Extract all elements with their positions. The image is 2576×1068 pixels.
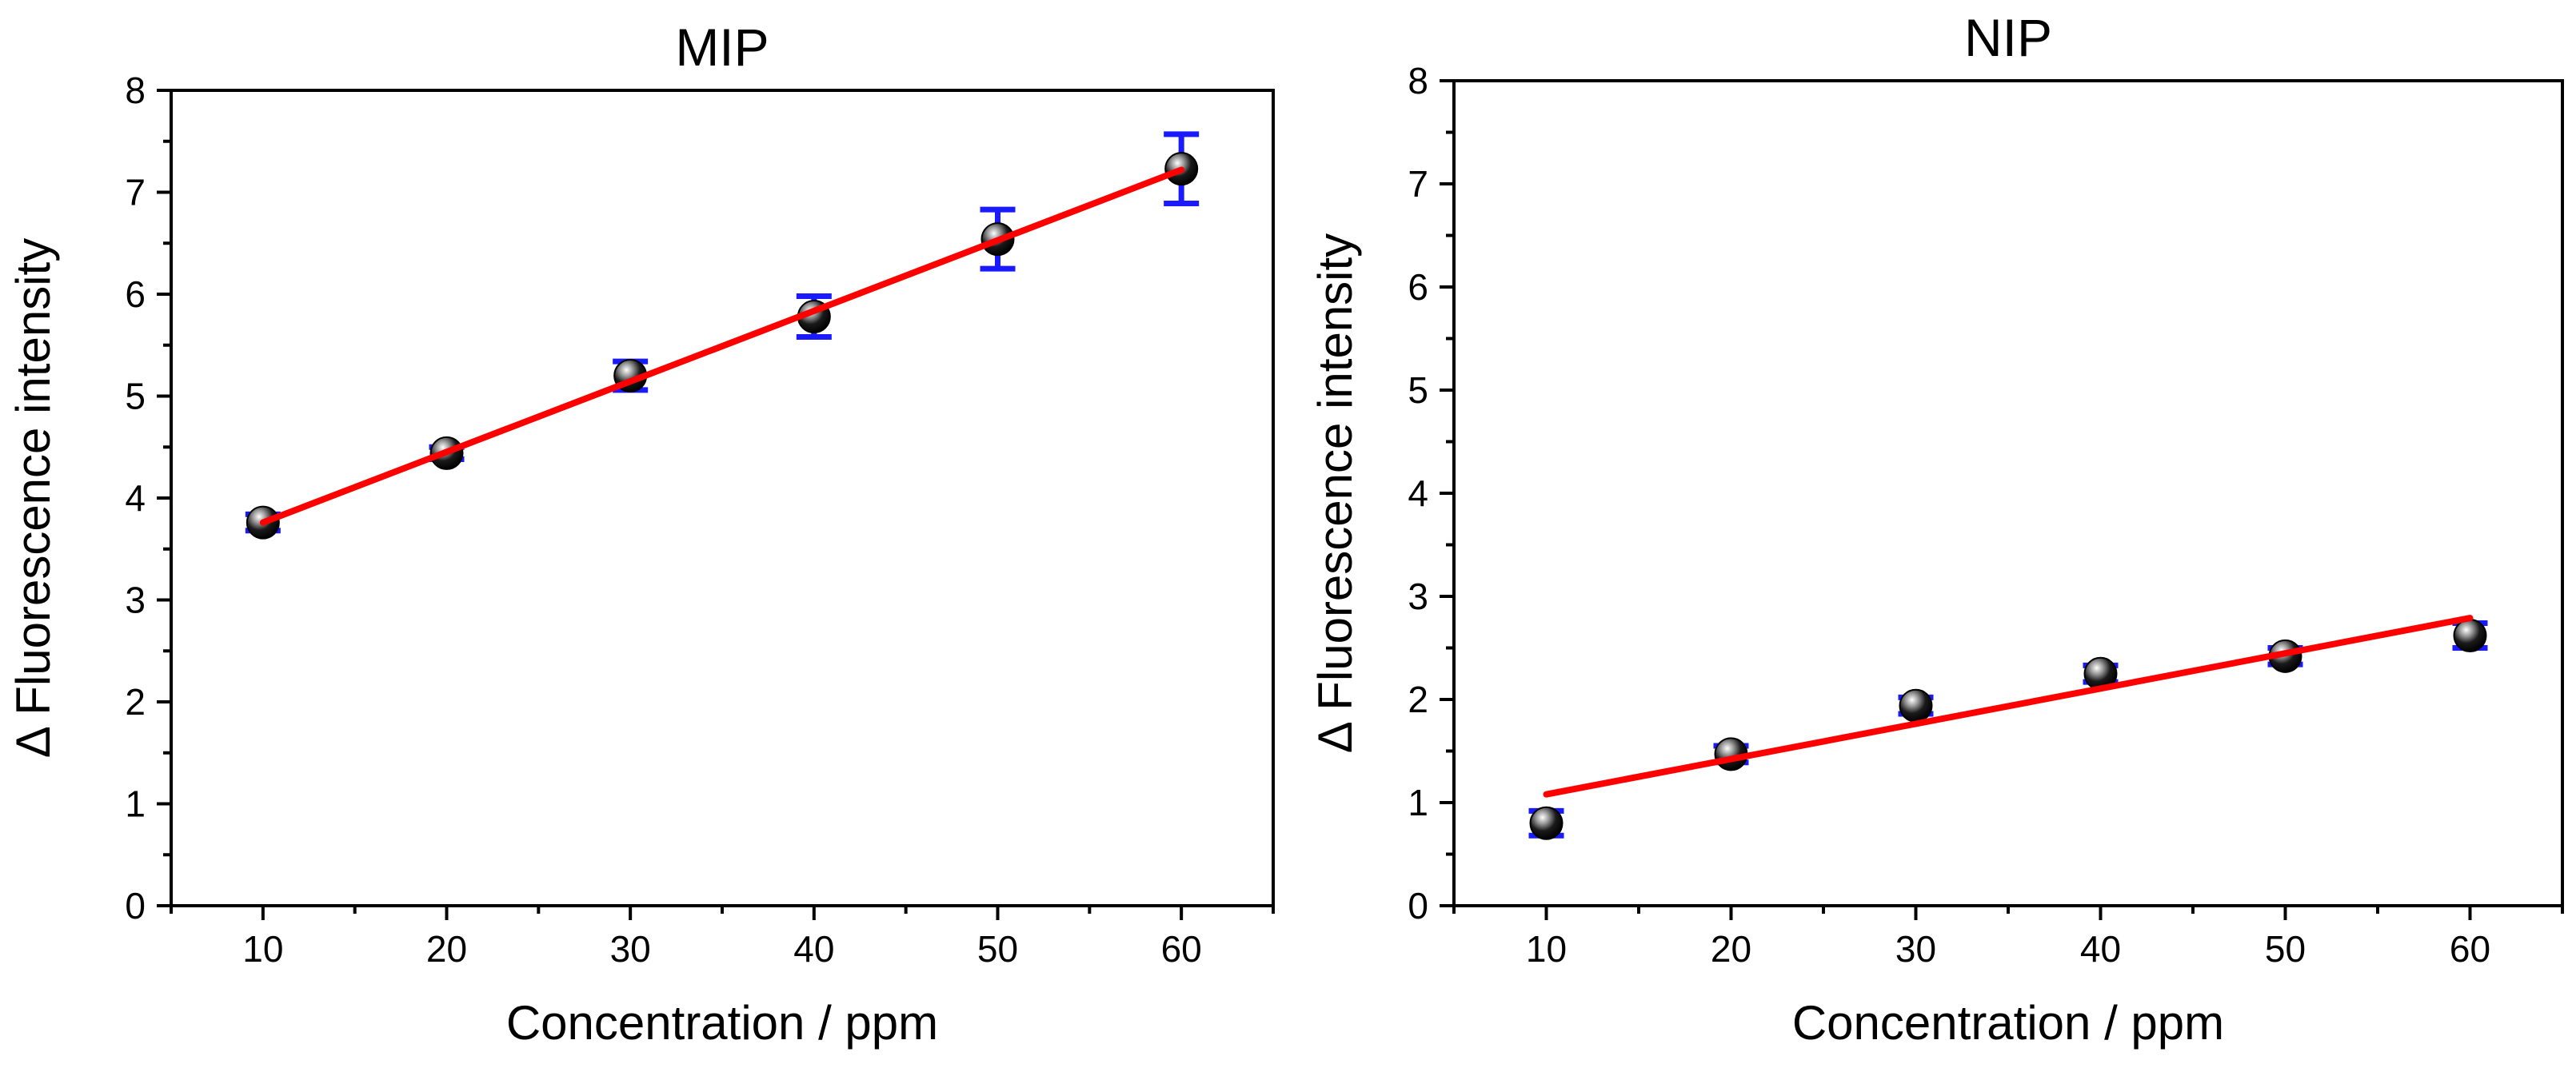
y-tick-label: 1 xyxy=(125,783,146,825)
nip-panel: 0 1 2 3 4 5 6 7 8 10 20 30 40 50 60 NIP Concentration / … xyxy=(1308,8,2564,1050)
data-point xyxy=(2453,619,2487,653)
y-tick-label: 2 xyxy=(1408,679,1428,720)
data-point xyxy=(1529,806,1564,840)
x-axis-title: Concentration / ppm xyxy=(506,996,938,1050)
y-tick-label: 0 xyxy=(1408,885,1428,927)
x-tick-label: 10 xyxy=(1526,928,1567,970)
plot-frame xyxy=(170,89,1275,907)
chart-title: NIP xyxy=(1964,8,2052,67)
x-tick-label: 60 xyxy=(1161,928,1202,970)
y-tick-label: 7 xyxy=(125,172,146,213)
y-tick-label: 1 xyxy=(1408,782,1428,823)
y-tick-label: 4 xyxy=(1408,472,1428,514)
y-tick-label: 2 xyxy=(125,681,146,723)
x-tick-label: 60 xyxy=(2450,928,2490,970)
y-tick-label: 5 xyxy=(1408,369,1428,411)
x-tick-label: 20 xyxy=(426,928,467,970)
y-tick-label: 3 xyxy=(125,580,146,621)
data-point xyxy=(1899,688,1933,723)
y-tick-label: 3 xyxy=(1408,576,1428,617)
y-tick-label: 5 xyxy=(125,376,146,417)
x-tick-label: 30 xyxy=(1895,928,1936,970)
fit-line xyxy=(259,166,1185,526)
y-tick-label: 6 xyxy=(1408,266,1428,308)
y-axis-title: Δ Fluorescence intensity xyxy=(1308,233,1362,753)
x-tick-label: 30 xyxy=(610,928,651,970)
x-tick-label: 10 xyxy=(242,928,283,970)
y-tick-label: 6 xyxy=(125,273,146,315)
y-tick-label: 7 xyxy=(1408,163,1428,205)
chart-title: MIP xyxy=(675,18,769,77)
x-tick-label: 50 xyxy=(2265,928,2306,970)
y-axis-title: Δ Fluorescence intensity xyxy=(6,238,60,758)
y-tick-label: 0 xyxy=(125,885,146,927)
y-tick-label: 8 xyxy=(125,70,146,111)
x-tick-label: 50 xyxy=(977,928,1018,970)
y-tick-label: 8 xyxy=(1408,60,1428,102)
mip-panel: 0 1 2 3 4 5 6 7 8 10 20 30 40 50 60 MIP Concentration / … xyxy=(6,18,1275,1050)
fit-line xyxy=(1543,615,2474,798)
x-axis-title: Concentration / ppm xyxy=(1792,996,2224,1050)
x-tick-label: 20 xyxy=(1711,928,1751,970)
x-tick-label: 40 xyxy=(793,928,834,970)
x-tick-label: 40 xyxy=(2080,928,2121,970)
y-tick-label: 4 xyxy=(125,477,146,519)
